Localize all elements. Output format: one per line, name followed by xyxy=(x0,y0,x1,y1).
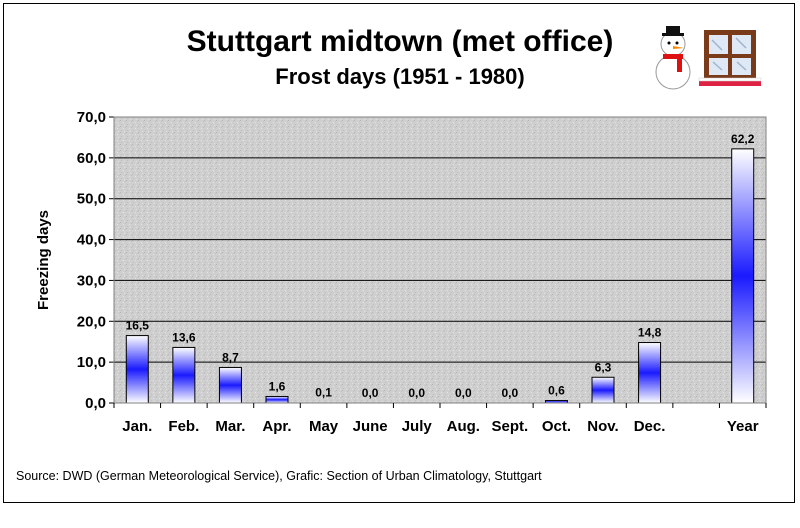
y-tick-label: 10,0 xyxy=(77,354,106,371)
x-tick-label: Nov. xyxy=(587,418,618,435)
data-label: 0,1 xyxy=(315,386,332,400)
bar xyxy=(591,376,615,404)
bar xyxy=(265,395,289,404)
snowman-icon xyxy=(655,26,691,90)
chart-subtitle: Frost days (1951 - 1980) xyxy=(275,64,525,89)
data-label: 0,6 xyxy=(548,384,565,398)
data-label: 62,2 xyxy=(731,132,755,146)
y-tick-label: 50,0 xyxy=(77,191,106,208)
data-label: 13,6 xyxy=(172,330,196,344)
data-label: 0,0 xyxy=(455,386,472,400)
axes: 0,0 10,0 20,0 30,0 40,0 50,0 60,0 70,0 Jan. Feb. M… xyxy=(77,109,767,435)
data-labels: 16,5 13,6 8,7 1,6 0,1 0,0 0,0 0,0 0,0 0,6 6,3 14,8 6… xyxy=(126,132,755,400)
data-label: 0,0 xyxy=(502,386,519,400)
chart-title: Stuttgart midtown (met office) xyxy=(186,25,614,58)
data-label: 16,5 xyxy=(126,319,150,333)
y-tick-label: 20,0 xyxy=(77,313,106,330)
x-tick-label: Apr. xyxy=(262,418,291,435)
bar xyxy=(638,342,662,404)
y-tick-label: 40,0 xyxy=(77,232,106,249)
data-label: 0,0 xyxy=(362,386,379,400)
x-tick-label: Oct. xyxy=(542,418,571,435)
x-tick-label: July xyxy=(402,418,433,435)
y-axis-label: Freezing days xyxy=(35,210,52,310)
x-tick-label: June xyxy=(353,418,388,435)
data-label: 0,0 xyxy=(408,386,425,400)
x-tick-label: Year xyxy=(727,418,759,435)
x-tick-label: Feb. xyxy=(168,418,199,435)
data-label: 1,6 xyxy=(269,379,286,393)
frosted-window-icon xyxy=(698,30,762,86)
plot-area xyxy=(114,117,766,403)
x-tick-label: Sept. xyxy=(492,418,529,435)
x-tick-label: May xyxy=(309,418,339,435)
bars xyxy=(125,148,755,404)
x-tick-label: Dec. xyxy=(634,418,666,435)
y-tick-label: 60,0 xyxy=(77,150,106,167)
data-label: 14,8 xyxy=(638,326,662,340)
bar xyxy=(731,148,755,404)
bar xyxy=(218,366,242,404)
x-tick-label: Jan. xyxy=(122,418,152,435)
x-tick-label: Aug. xyxy=(447,418,480,435)
x-tick-label: Mar. xyxy=(215,418,245,435)
y-tick-label: 30,0 xyxy=(77,272,106,289)
bar xyxy=(172,346,196,404)
data-label: 6,3 xyxy=(595,360,612,374)
bar xyxy=(125,335,149,404)
data-label: 8,7 xyxy=(222,350,239,364)
y-tick-label: 0,0 xyxy=(85,395,106,412)
y-tick-label: 70,0 xyxy=(77,109,106,126)
source-note: Source: DWD (German Meteorological Servi… xyxy=(16,469,542,483)
gridlines xyxy=(114,116,766,363)
